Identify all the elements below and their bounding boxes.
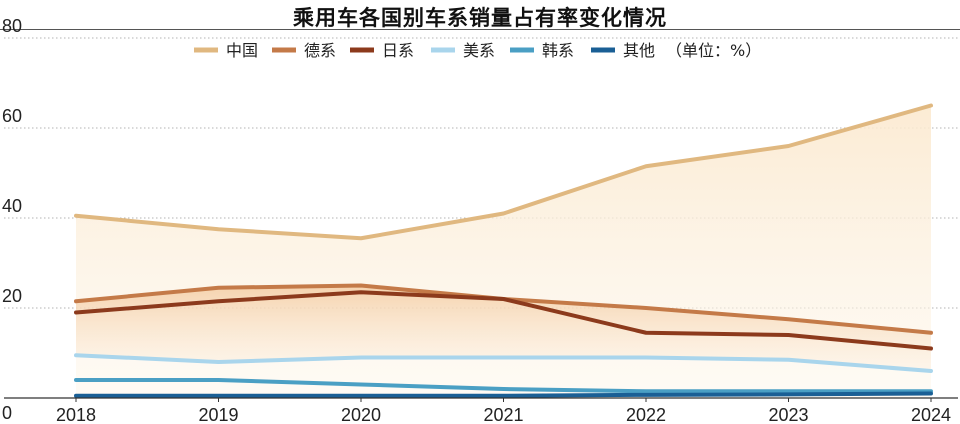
legend: 中国 德系 日系 美系 韩系 其他 （单位：%）	[194, 41, 761, 60]
x-tick-label: 2022	[626, 405, 666, 424]
x-tick-label: 2024	[911, 405, 951, 424]
y-tick-label: 80	[2, 16, 22, 36]
y-tick-label: 40	[2, 196, 22, 216]
chart-title: 乘用车各国别车系销量占有率变化情况	[293, 6, 667, 30]
legend-label: 日系	[382, 41, 414, 60]
y-tick-label: 60	[2, 106, 22, 126]
x-tick-label: 2019	[198, 405, 238, 424]
legend-label: 韩系	[542, 41, 574, 60]
series-line-6	[74, 391, 933, 398]
axes: 0 20 40 60 80 2018 2019 2020 2021 2022 2023 2024	[2, 16, 958, 424]
legend-label: 其他	[623, 41, 655, 60]
x-tick-label: 2018	[56, 405, 96, 424]
series-line-1	[74, 103, 933, 241]
mid-band-area-fill	[76, 285, 931, 371]
series-line-3	[74, 290, 933, 351]
legend-label: 美系	[463, 41, 495, 60]
y-tick-label: 0	[2, 403, 12, 423]
x-tick-label: 2021	[483, 405, 523, 424]
x-tick-label: 2023	[768, 405, 808, 424]
x-tick-label: 2020	[341, 405, 381, 424]
series-line-5	[74, 378, 933, 394]
legend-label: 德系	[304, 41, 336, 60]
legend-label: 中国	[226, 41, 258, 60]
series-lines	[74, 103, 933, 398]
series-line-4	[74, 353, 933, 373]
title-rule	[0, 29, 960, 30]
y-tick-label: 20	[2, 286, 22, 306]
legend-unit-note: （单位：%）	[666, 41, 761, 60]
area-fills	[76, 105, 931, 398]
